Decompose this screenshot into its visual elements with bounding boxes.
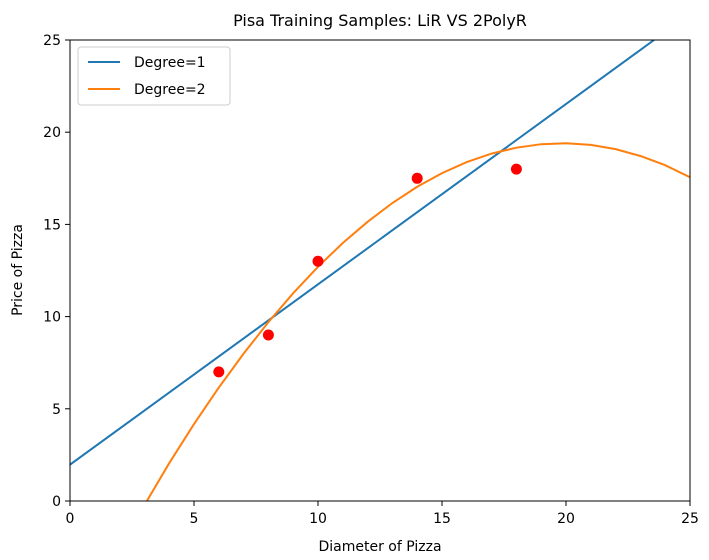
y-axis: 0 5 10 15 20 25: [43, 33, 70, 510]
y-tick-label: 5: [52, 402, 61, 418]
x-axis: 0 5 10 15 20 25: [66, 501, 699, 527]
y-tick-label: 20: [43, 125, 61, 141]
x-tick-label: 25: [681, 511, 699, 527]
data-point-2: [262, 329, 274, 341]
x-axis-label: Diameter of Pizza: [318, 539, 441, 555]
data-point-4: [411, 172, 423, 184]
x-tick-label: 0: [66, 511, 75, 527]
series-line-2: [146, 142, 690, 501]
y-tick-label: 0: [52, 494, 61, 510]
data-point-5: [510, 163, 522, 175]
plot-area: [70, 40, 690, 501]
y-tick-label: 10: [43, 310, 61, 326]
legend-label-1: Degree=1: [134, 55, 206, 71]
series-line-1: [70, 40, 655, 466]
plot-frame: [69, 39, 691, 502]
data-point-3: [312, 255, 324, 267]
legend: Degree=1 Degree=2: [77, 46, 231, 106]
x-tick-label: 10: [309, 511, 327, 527]
legend-label-2: Degree=2: [134, 82, 206, 98]
x-tick-label: 15: [433, 511, 451, 527]
chart-title: Pisa Training Samples: LiR VS 2PolyR: [233, 11, 527, 30]
x-tick-label: 5: [190, 511, 199, 527]
y-tick-label: 25: [43, 33, 61, 49]
data-point-1: [213, 366, 225, 378]
x-tick-label: 20: [557, 511, 575, 527]
y-axis-label: Price of Pizza: [10, 224, 26, 316]
y-tick-label: 15: [43, 217, 61, 233]
